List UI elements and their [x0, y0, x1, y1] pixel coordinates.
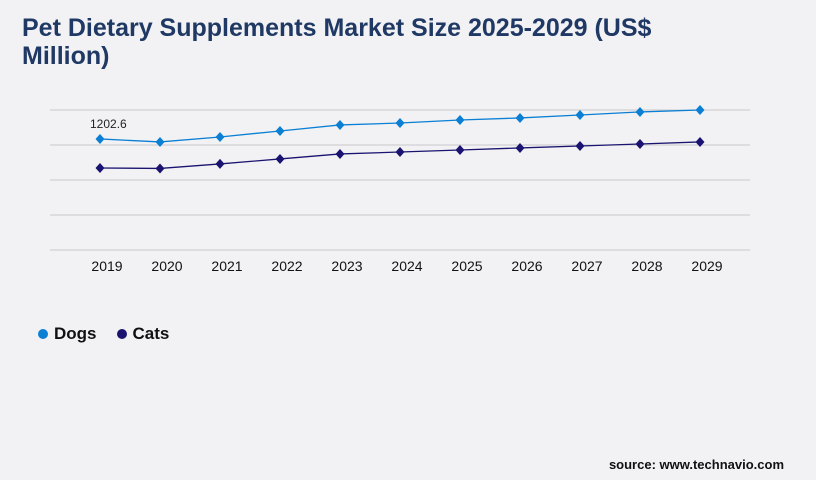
data-point-cats [95, 162, 105, 173]
data-point-cats [395, 147, 405, 158]
x-tick-label: 2019 [91, 258, 122, 274]
data-point-dogs [395, 118, 405, 129]
data-label: 1202.6 [90, 117, 127, 131]
x-tick-label: 2028 [631, 258, 662, 274]
data-point-cats [695, 136, 705, 147]
data-point-dogs [155, 136, 165, 147]
legend-label: Dogs [54, 324, 97, 343]
x-tick-label: 2026 [511, 258, 542, 274]
data-point-dogs [275, 125, 285, 136]
x-tick-label: 2021 [211, 258, 242, 274]
data-point-cats [215, 158, 225, 169]
x-tick-label: 2022 [271, 258, 302, 274]
x-tick-label: 2024 [391, 258, 422, 274]
data-point-dogs [695, 105, 705, 115]
data-point-dogs [95, 133, 105, 144]
data-point-cats [515, 142, 525, 153]
data-point-dogs [635, 106, 645, 117]
legend-item-dogs: Dogs [38, 324, 97, 344]
x-tick-label: 2027 [571, 258, 602, 274]
source-credit: source: www.technavio.com [608, 457, 784, 472]
data-point-cats [275, 153, 285, 164]
data-point-dogs [215, 131, 225, 142]
legend-label: Cats [132, 324, 170, 343]
x-tick-label: 2029 [691, 258, 722, 274]
data-point-cats [635, 138, 645, 149]
legend-item-cats: Cats [116, 324, 170, 344]
data-point-dogs [575, 109, 585, 120]
data-point-cats [335, 148, 345, 159]
legend: Dogs Cats [38, 324, 169, 344]
dogs-swatch [38, 329, 48, 339]
x-tick-label: 2023 [331, 258, 362, 274]
data-point-dogs [515, 112, 525, 123]
x-tick-label: 2020 [151, 258, 182, 274]
cats-swatch [116, 329, 127, 339]
data-point-cats [455, 144, 465, 155]
chart-title: Pet Dietary Supplements Market Size 2025… [22, 14, 652, 70]
data-point-cats [575, 141, 585, 152]
x-tick-label: 2025 [451, 258, 482, 274]
data-point-dogs [455, 114, 465, 125]
data-point-dogs [335, 119, 345, 130]
data-point-cats [155, 163, 165, 174]
